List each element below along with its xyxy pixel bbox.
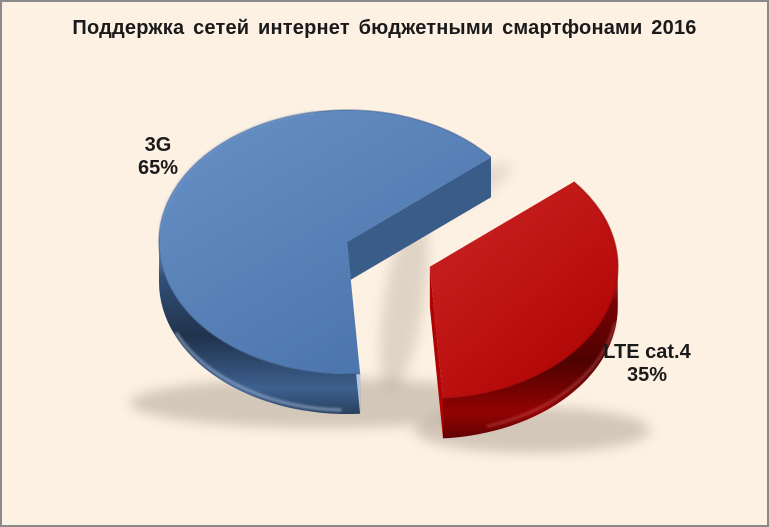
slice-label-3g: 3G 65%: [98, 134, 218, 180]
pie-slice-rim: [443, 266, 618, 439]
pie-slice-top: [158, 110, 491, 375]
slice-label-lte-cat-4: LTE cat.4 35%: [567, 341, 727, 387]
pie-slice-3g: [158, 109, 492, 415]
pie-shadow: [379, 213, 429, 391]
pie-slice-gloss: [486, 322, 617, 428]
chart-title: Поддержка сетей интернет бюджетными смар…: [72, 17, 697, 39]
pie-slice-lte-cat-4: [429, 181, 619, 439]
pie-slice-cut-face: [347, 157, 491, 282]
pie-slice-edge: [442, 181, 619, 400]
slice-label-3g-name: 3G: [144, 134, 172, 156]
pie-slice-gloss: [175, 332, 342, 412]
pie-slice-cut-face: [429, 266, 443, 439]
slice-label-3g-percent: 65%: [137, 157, 179, 179]
pie-slice-top: [429, 181, 618, 399]
pie-slice-gloss: [158, 111, 316, 232]
slice-label-lte-cat-4-name: LTE cat.4: [603, 341, 691, 363]
pie-slice-rim: [158, 242, 361, 415]
slice-label-lte-cat-4-percent: 35%: [626, 364, 668, 386]
